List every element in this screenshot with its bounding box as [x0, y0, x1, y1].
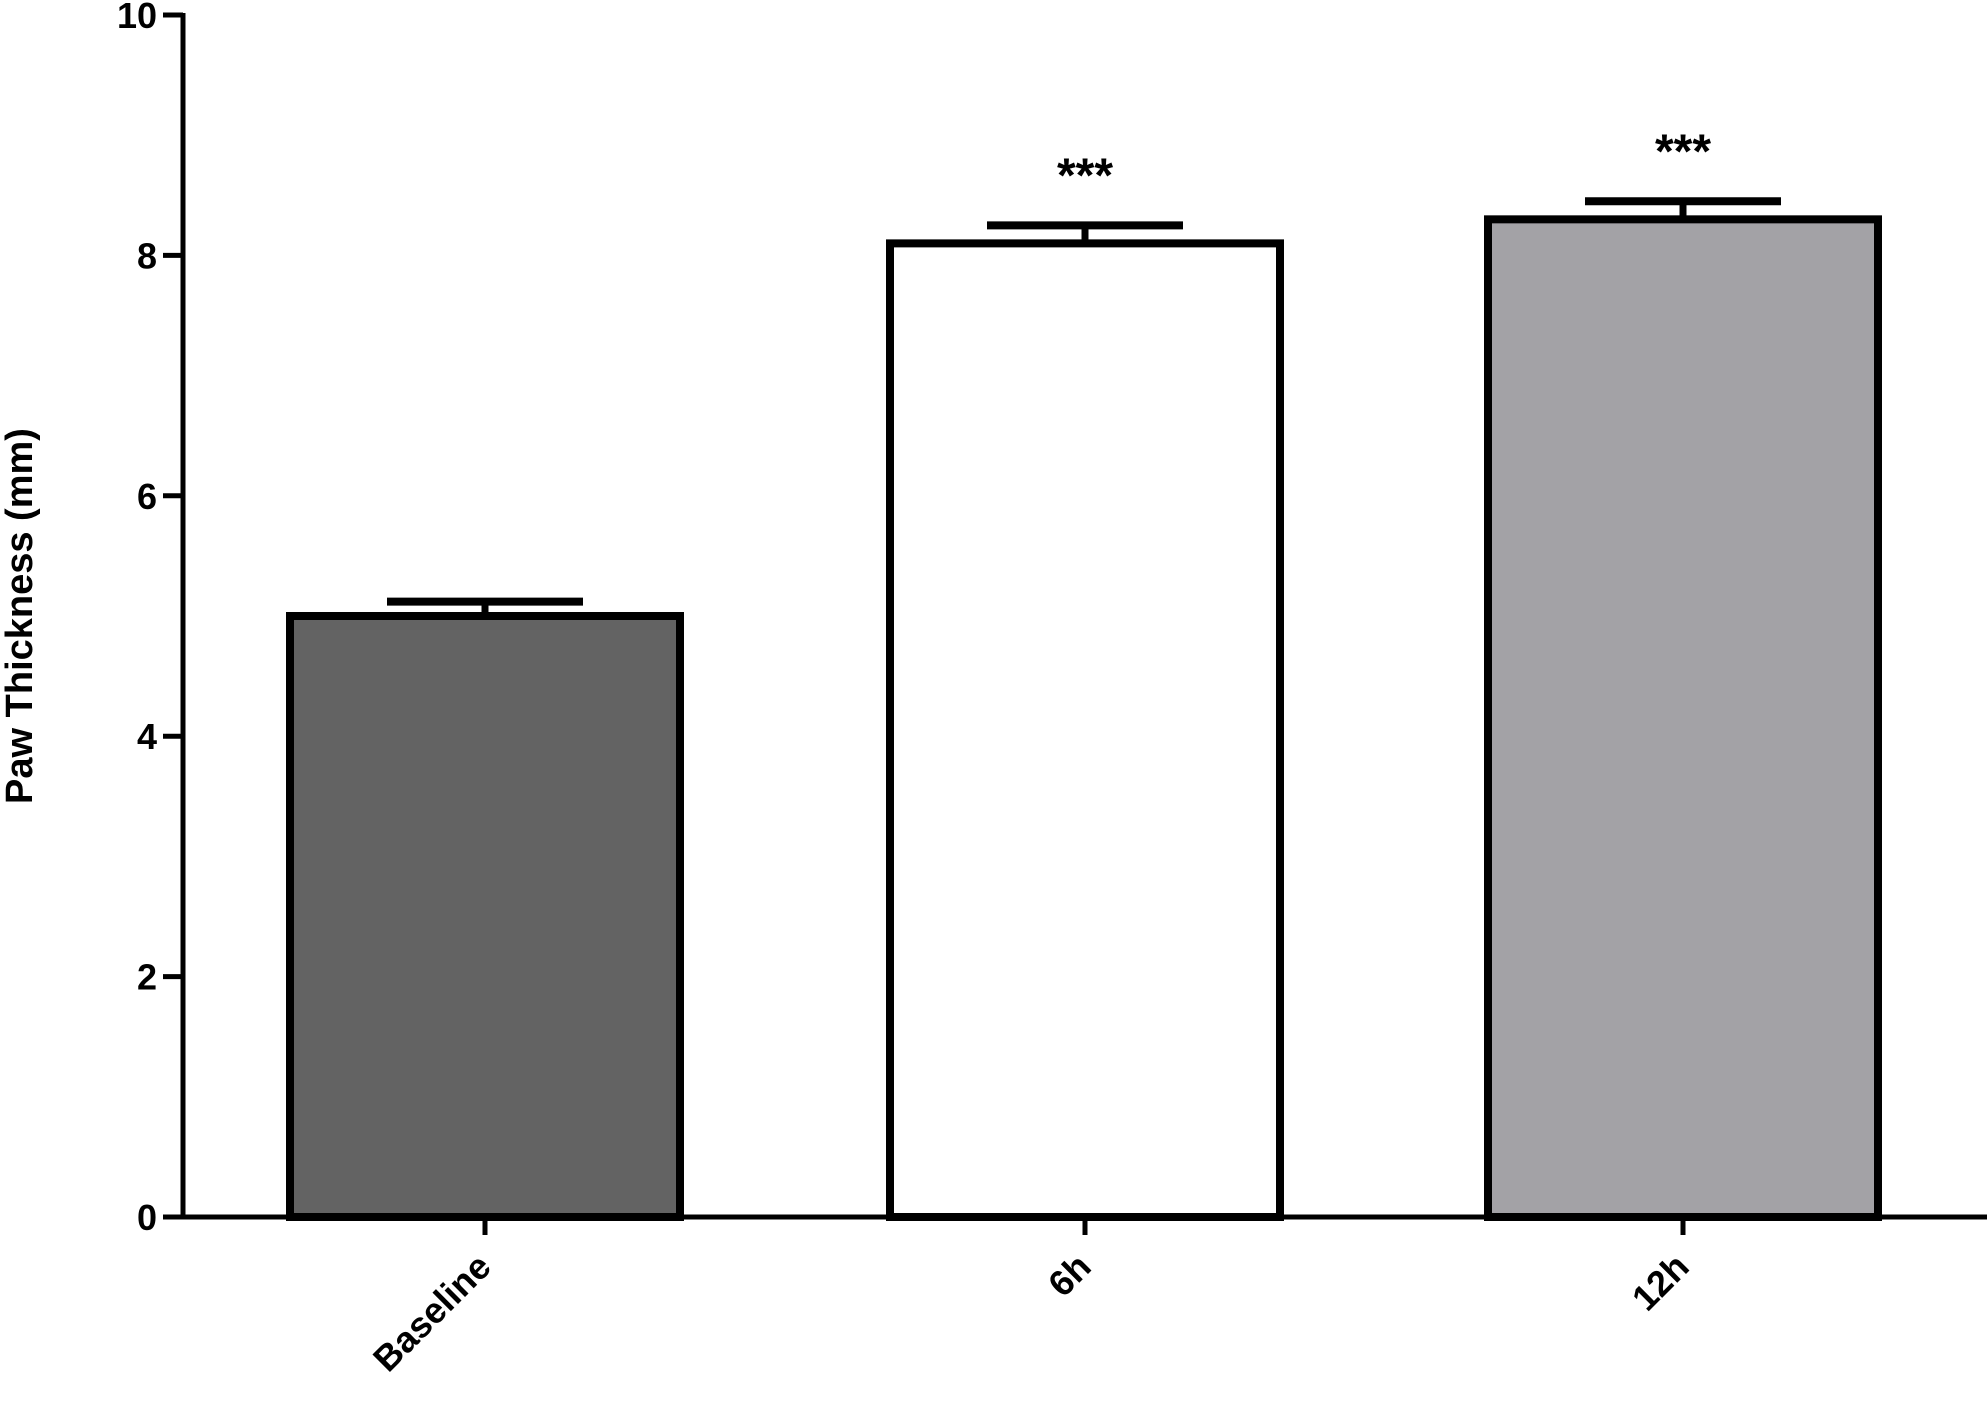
y-tick-label: 2 [137, 957, 157, 998]
significance-label: *** [1655, 125, 1711, 178]
y-tick-label: 6 [137, 476, 157, 517]
y-tick-label: 4 [137, 716, 157, 757]
x-tick-label: Baseline [365, 1246, 499, 1380]
bar-baseline [286, 612, 684, 1221]
x-tick-label: 12h [1624, 1246, 1697, 1319]
bars: *** *** [286, 125, 1882, 1221]
bar-6h [886, 239, 1284, 1221]
y-axis-title: Paw Thickness (mm) [0, 428, 41, 804]
y-tick-label: 10 [117, 0, 157, 36]
y-tick-label: 8 [137, 235, 157, 276]
y-axis-ticks: 0 2 4 6 8 10 [117, 0, 183, 1238]
x-tick-label: 6h [1040, 1246, 1099, 1305]
y-tick-label: 0 [137, 1197, 157, 1238]
x-axis-ticks: Baseline 6h 12h [365, 1217, 1697, 1379]
significance-label: *** [1057, 149, 1113, 202]
bar-12h [1484, 215, 1882, 1221]
